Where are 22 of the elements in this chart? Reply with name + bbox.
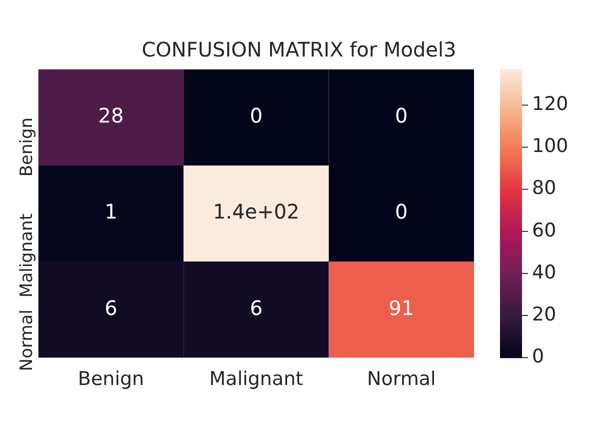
color-bar-label: 60 [532,219,556,242]
color-bar-label: 80 [532,177,556,200]
x-tick-label: Normal [367,368,436,390]
color-bar-label: 0 [532,346,544,368]
data-label: 1.4e+02 [213,200,300,224]
data-label: 6 [104,296,118,320]
color-bar-label: 20 [532,303,556,326]
y-tick-label: Benign [16,117,37,177]
color-bar-label: 40 [532,261,556,284]
x-tick-label: Benign [78,368,144,390]
chart-title: CONFUSION MATRIX for Model3 [142,38,456,62]
data-label: 0 [250,104,263,128]
color-bar-label: 100 [532,135,568,158]
data-label: 0 [395,104,408,128]
y-tick-label: Malignant [16,213,37,298]
data-label: 1 [104,200,118,224]
color-bar-label: 120 [532,93,568,116]
x-tick-label: Malignant [209,368,304,390]
data-label: 91 [388,296,414,320]
data-label: 6 [250,296,263,320]
data-label: 0 [395,200,408,224]
data-label: 28 [98,104,124,128]
